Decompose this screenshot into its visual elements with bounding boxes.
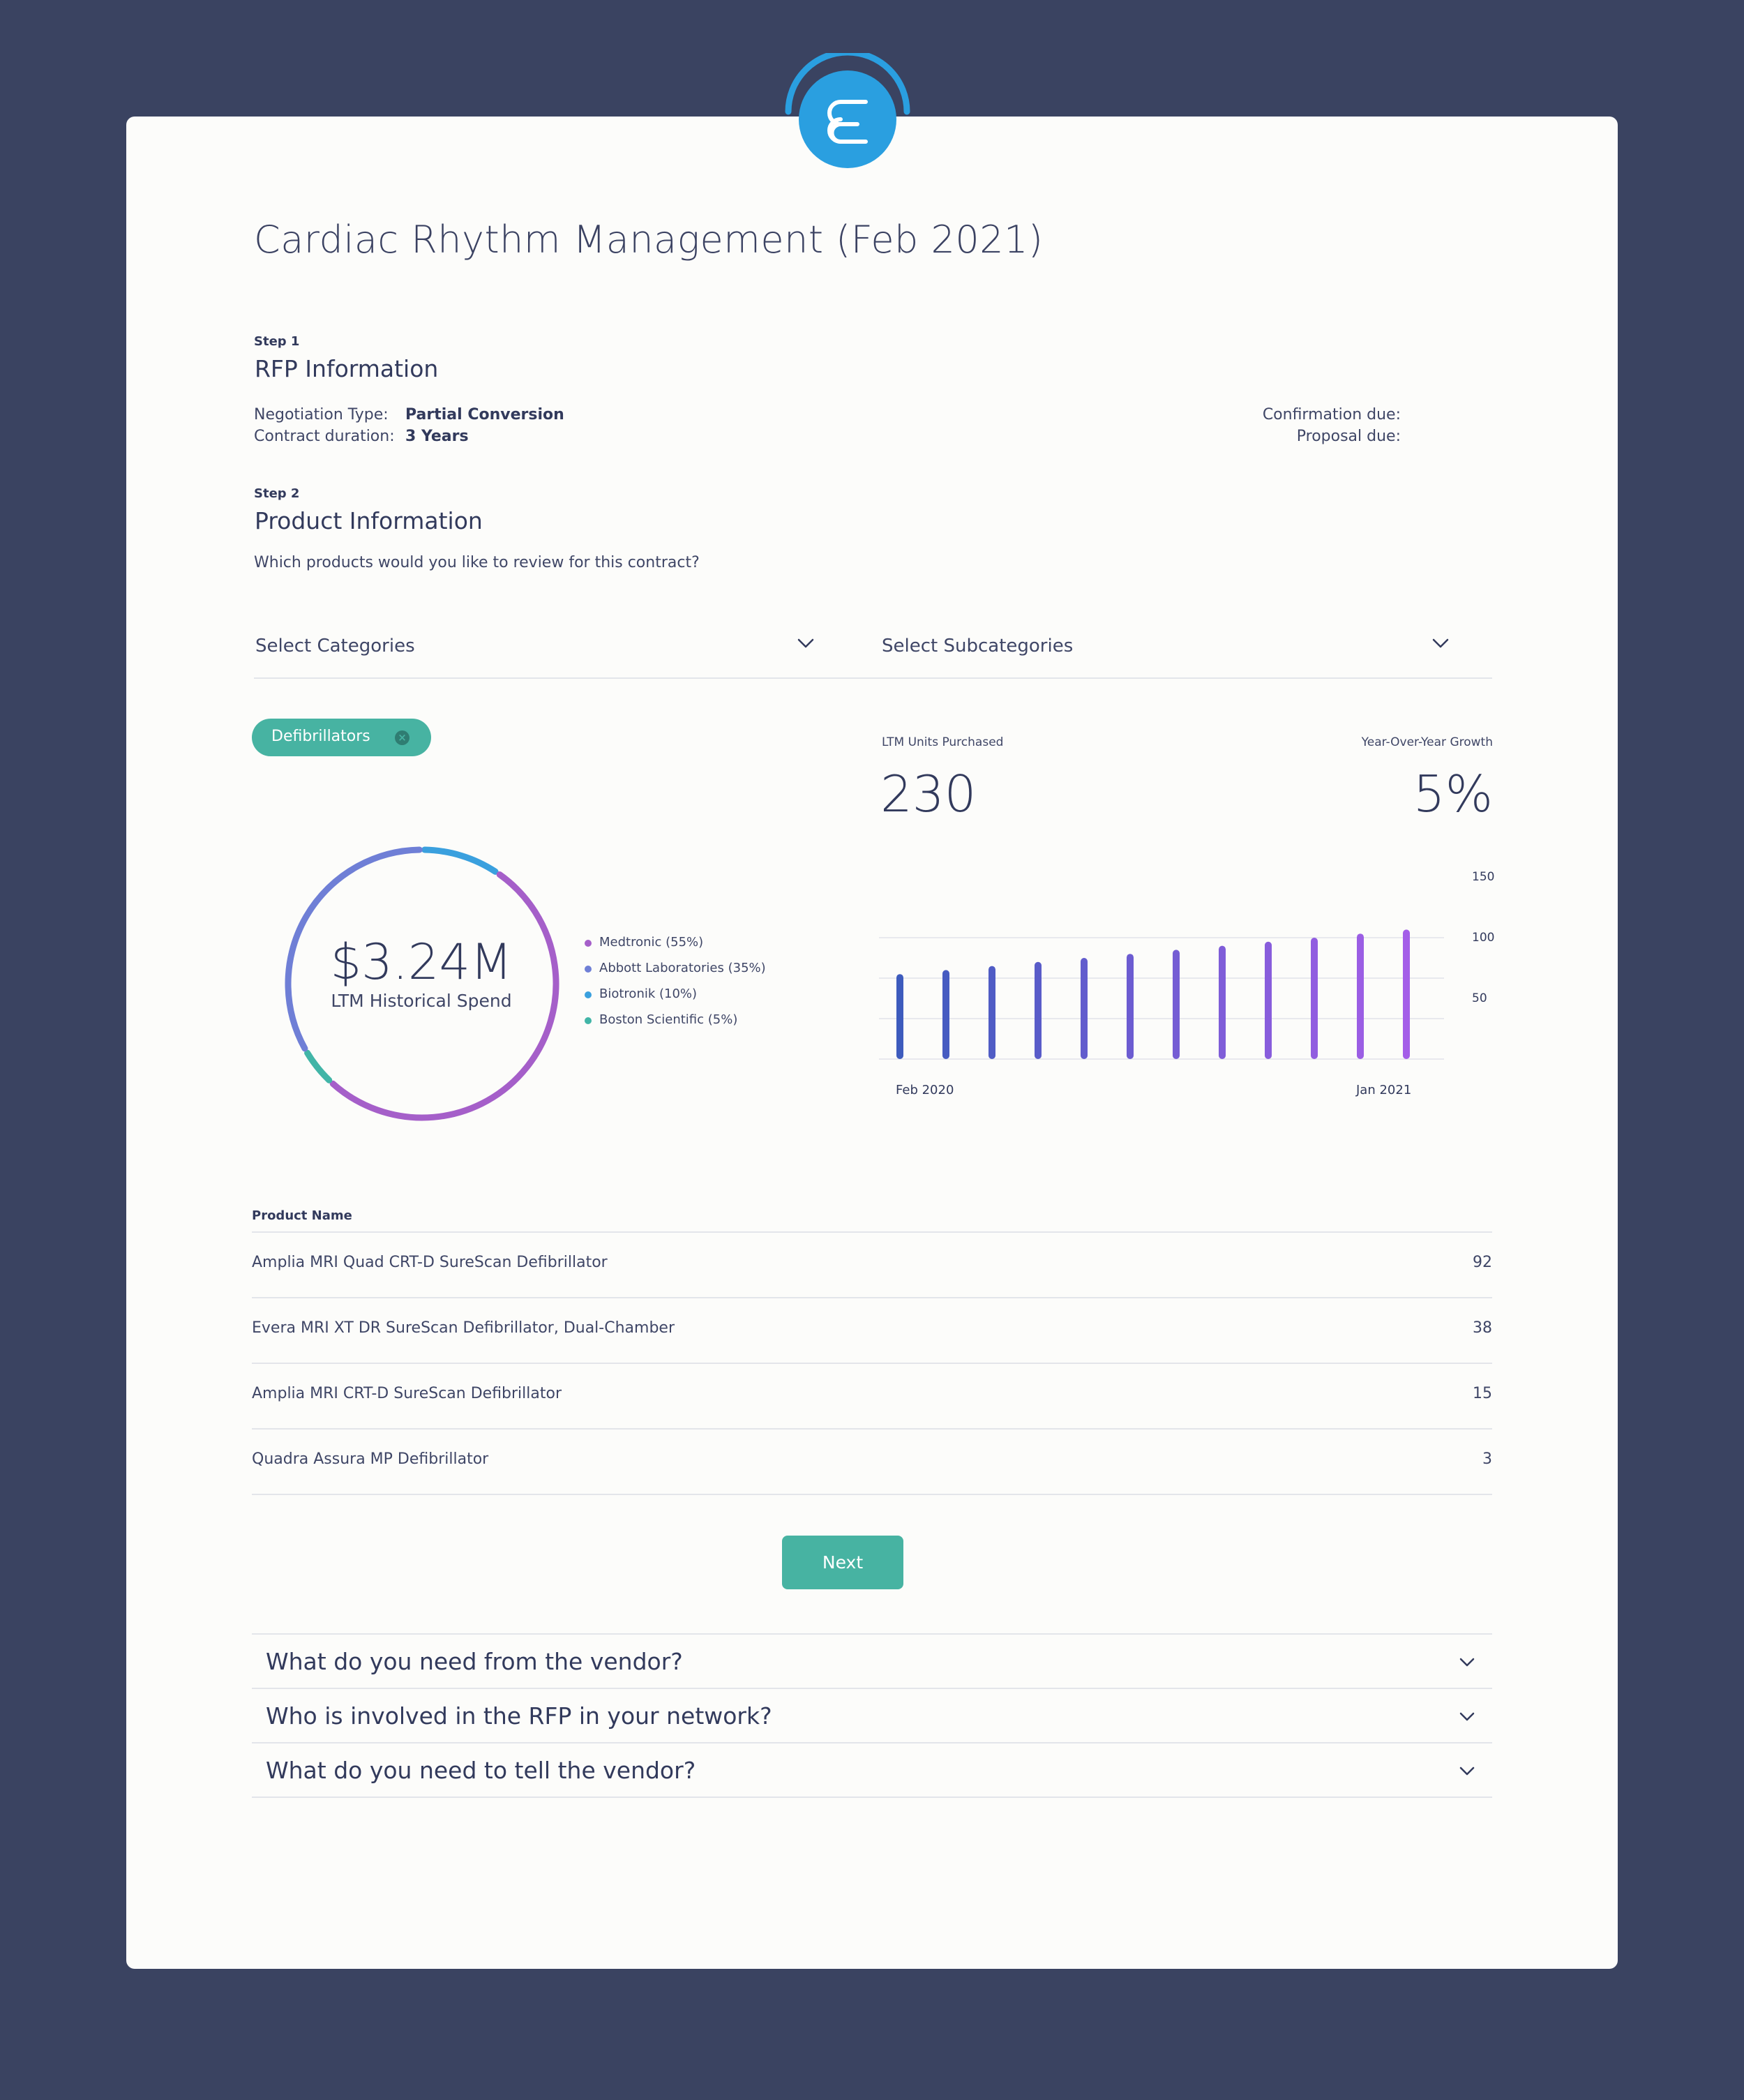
accordion-top-divider xyxy=(252,1633,1492,1635)
legend-dot xyxy=(585,966,592,973)
growth-label: Year-Over-Year Growth xyxy=(1361,735,1493,749)
bar-may-2020 xyxy=(1035,961,1042,1059)
table-header-divider xyxy=(252,1231,1492,1233)
negotiation-type-label: Negotiation Type: xyxy=(254,406,389,423)
page-title: Cardiac Rhythm Management (Feb 2021) xyxy=(254,218,1044,262)
subcategories-select-label: Select Subcategories xyxy=(882,636,1074,657)
legend-dot xyxy=(585,940,592,947)
donut-slice-abbott-laboratories xyxy=(285,846,423,1052)
product-qty: 3 xyxy=(1482,1450,1492,1468)
categories-select-label: Select Categories xyxy=(255,636,415,657)
accordion-label: What do you need from the vendor? xyxy=(266,1648,683,1675)
y-tick-label: 100 xyxy=(1472,931,1495,945)
accordion-network[interactable]: Who is involved in the RFP in your netwo… xyxy=(252,1689,1492,1743)
product-name: Evera MRI XT DR SureScan Defibrillator, … xyxy=(252,1319,675,1337)
row-divider xyxy=(252,1428,1492,1430)
bar-mar-2020 xyxy=(942,970,949,1059)
category-chip-defibrillators[interactable]: Defibrillators × xyxy=(252,719,431,756)
bar-sep-2020 xyxy=(1219,945,1226,1059)
bar-jul-2020 xyxy=(1127,954,1134,1059)
step1-heading: RFP Information xyxy=(255,355,439,382)
table-row[interactable]: Evera MRI XT DR SureScan Defibrillator, … xyxy=(252,1298,1492,1364)
table-header-product-name: Product Name xyxy=(252,1208,352,1223)
spend-value: $3.24M xyxy=(330,933,513,991)
product-question: Which products would you like to review … xyxy=(254,554,700,571)
legend-label: Medtronic (55%) xyxy=(599,935,704,950)
x-tick-end: Jan 2021 xyxy=(1356,1083,1412,1097)
select-divider xyxy=(254,677,1492,679)
donut-slice-boston-scientific xyxy=(304,1049,333,1083)
categories-select[interactable]: Select Categories xyxy=(254,623,819,679)
step2-heading: Product Information xyxy=(255,507,483,534)
accordion-label: What do you need to tell the vendor? xyxy=(266,1757,696,1784)
row-divider xyxy=(252,1494,1492,1495)
growth-value: 5% xyxy=(1413,765,1493,823)
accordion-tell-vendor[interactable]: What do you need to tell the vendor? xyxy=(252,1743,1492,1798)
legend-label: Boston Scientific (5%) xyxy=(599,1012,738,1027)
bar-apr-2020 xyxy=(988,966,995,1059)
chip-label: Defibrillators xyxy=(271,728,370,745)
units-bar-chart xyxy=(879,929,1444,1060)
product-qty: 15 xyxy=(1473,1385,1492,1402)
product-qty: 92 xyxy=(1473,1254,1492,1271)
accordion-vendor-needs[interactable]: What do you need from the vendor? xyxy=(252,1635,1492,1689)
main-card xyxy=(126,117,1618,1969)
x-tick-start: Feb 2020 xyxy=(896,1083,954,1097)
proposal-due-label: Proposal due: xyxy=(1296,428,1401,445)
bar-aug-2020 xyxy=(1173,950,1180,1059)
legend-dot xyxy=(585,991,592,998)
product-name: Amplia MRI CRT-D SureScan Defibrillator xyxy=(252,1385,562,1402)
legend-label: Abbott Laboratories (35%) xyxy=(599,961,766,975)
contract-duration-label: Contract duration: xyxy=(254,428,395,445)
bar-nov-2020 xyxy=(1311,938,1318,1059)
y-tick-label: 150 xyxy=(1472,870,1495,884)
legend-label: Biotronik (10%) xyxy=(599,987,698,1001)
table-row[interactable]: Amplia MRI Quad CRT-D SureScan Defibrill… xyxy=(252,1233,1492,1298)
brand-logo[interactable] xyxy=(781,49,914,179)
units-label: LTM Units Purchased xyxy=(882,735,1004,749)
accordion-divider xyxy=(252,1688,1492,1689)
donut-slice-medtronic xyxy=(329,871,559,1121)
spend-donut-chart xyxy=(285,846,559,1121)
step1-label: Step 1 xyxy=(254,334,300,349)
units-value: 230 xyxy=(880,765,977,823)
confirmation-due-label: Confirmation due: xyxy=(1262,406,1401,423)
chevron-down-icon xyxy=(1432,638,1449,648)
chip-remove-icon[interactable]: × xyxy=(395,730,409,745)
row-divider xyxy=(252,1297,1492,1298)
y-tick-label: 50 xyxy=(1472,991,1487,1005)
table-row[interactable]: Amplia MRI CRT-D SureScan Defibrillator … xyxy=(252,1364,1492,1430)
product-qty: 38 xyxy=(1473,1319,1492,1337)
contract-duration-value: 3 Years xyxy=(405,428,469,445)
spend-caption: LTM Historical Spend xyxy=(331,991,512,1011)
table-row[interactable]: Quadra Assura MP Defibrillator 3 xyxy=(252,1430,1492,1495)
chevron-down-icon xyxy=(1459,1767,1475,1776)
next-button[interactable]: Next xyxy=(782,1536,903,1589)
step2-label: Step 2 xyxy=(254,486,300,501)
brand-logo-icon xyxy=(785,49,910,168)
bar-jun-2020 xyxy=(1081,958,1088,1059)
chevron-down-icon xyxy=(797,638,814,648)
bar-feb-2020 xyxy=(896,974,903,1059)
chevron-down-icon xyxy=(1459,1712,1475,1721)
donut-slice-biotronik xyxy=(421,846,499,875)
negotiation-type-value: Partial Conversion xyxy=(405,406,564,423)
chevron-down-icon xyxy=(1459,1658,1475,1667)
bar-jan-2021 xyxy=(1403,929,1410,1059)
accordion-divider xyxy=(252,1797,1492,1798)
accordion-divider xyxy=(252,1742,1492,1743)
product-name: Amplia MRI Quad CRT-D SureScan Defibrill… xyxy=(252,1254,608,1271)
row-divider xyxy=(252,1363,1492,1364)
accordion-label: Who is involved in the RFP in your netwo… xyxy=(266,1702,772,1730)
subcategories-select[interactable]: Select Subcategories xyxy=(880,623,1454,679)
legend-dot xyxy=(585,1017,592,1024)
product-name: Quadra Assura MP Defibrillator xyxy=(252,1450,489,1468)
bar-dec-2020 xyxy=(1357,933,1364,1059)
bar-oct-2020 xyxy=(1265,941,1272,1059)
